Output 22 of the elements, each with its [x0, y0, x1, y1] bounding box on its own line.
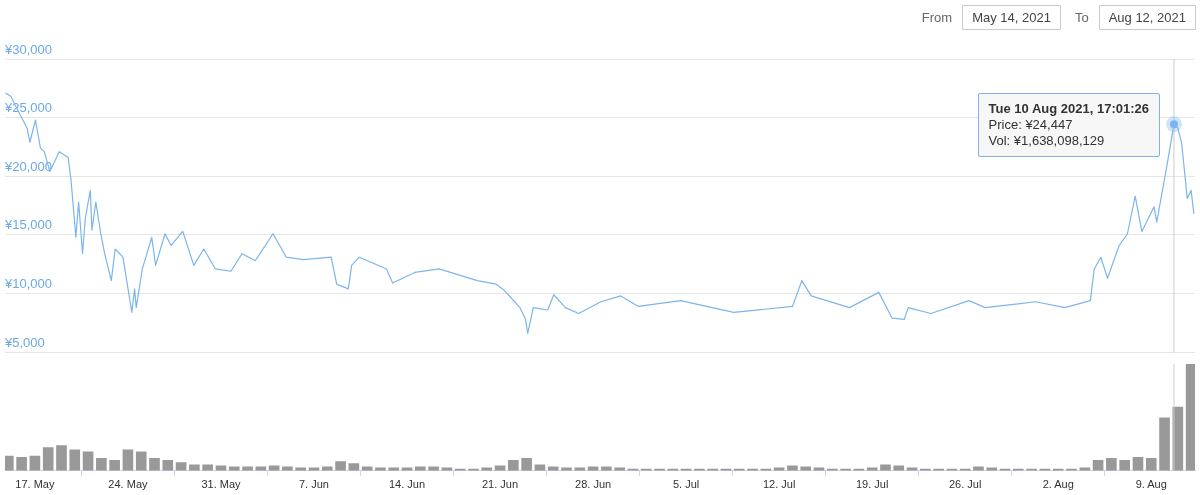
x-tick-label: 12. Jul	[762, 478, 796, 491]
x-tick-label: 19. Jul	[855, 478, 889, 491]
text: From	[921, 10, 953, 25]
x-tick-label: 17. May	[15, 478, 55, 491]
x-tick-label: 26. Jul	[948, 478, 982, 491]
x-tick-label: 28. Jun	[575, 478, 612, 491]
text: To	[1074, 10, 1089, 25]
y-tick-label: ¥5,000	[4, 334, 45, 350]
annotation: Tue 10 Aug 2021, 17:01:26 Price: ¥24,447 Vol: ¥1,638,098,129	[977, 93, 1160, 158]
y-tick-label: ¥15,000	[4, 217, 52, 233]
x-tick-label: 7. Jun	[299, 478, 329, 491]
x-tick-label: 21. Jun	[482, 478, 519, 491]
text: May 14, 2021	[962, 5, 1061, 30]
y-tick-label: ¥30,000	[4, 41, 52, 57]
x-tick-label: 9. Aug	[1135, 478, 1167, 491]
x-tick-label: 31. May	[201, 478, 242, 491]
text: Aug 12, 2021	[1098, 5, 1196, 30]
x-tick-label: 24. May	[108, 478, 148, 491]
y-tick-label: ¥10,000	[4, 276, 52, 292]
x-tick-label: 14. Jun	[388, 478, 426, 491]
x-tick-label: 2. Aug	[1042, 478, 1074, 491]
x-tick-label: 5. Jul	[672, 478, 700, 491]
